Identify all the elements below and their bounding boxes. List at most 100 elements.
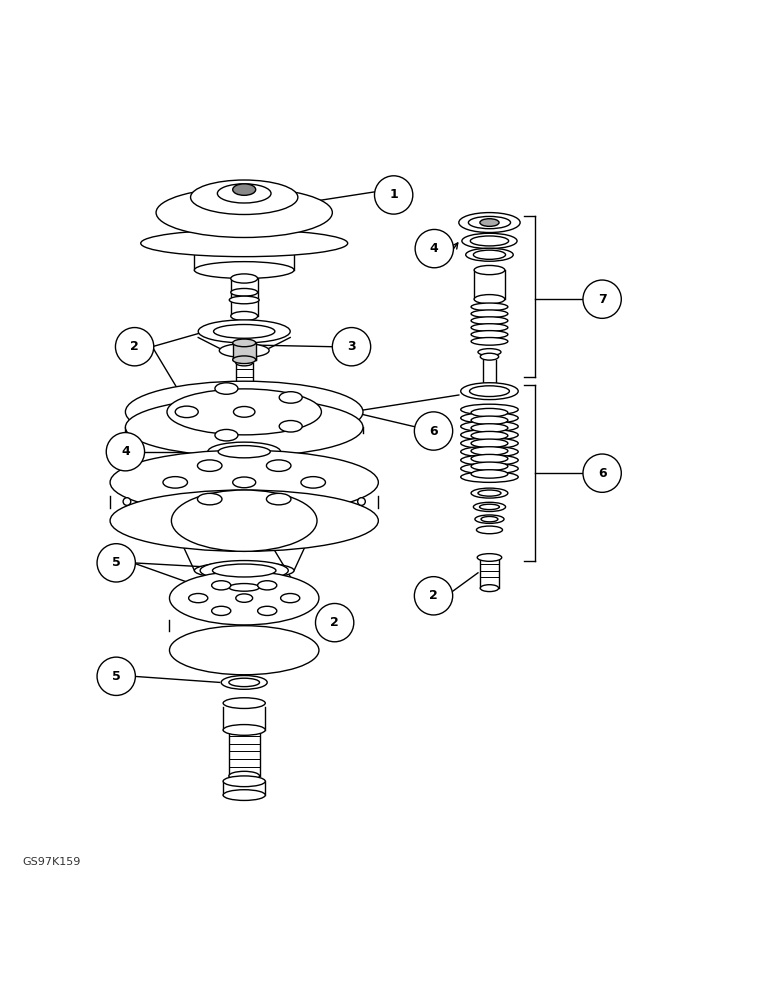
Ellipse shape bbox=[461, 421, 518, 432]
Ellipse shape bbox=[266, 493, 291, 505]
Ellipse shape bbox=[481, 516, 498, 522]
Ellipse shape bbox=[471, 470, 508, 478]
Ellipse shape bbox=[167, 389, 321, 435]
Ellipse shape bbox=[478, 349, 501, 356]
Ellipse shape bbox=[219, 344, 269, 357]
Ellipse shape bbox=[301, 477, 326, 488]
Ellipse shape bbox=[232, 339, 256, 347]
Ellipse shape bbox=[125, 398, 363, 456]
Circle shape bbox=[116, 328, 154, 366]
Ellipse shape bbox=[222, 676, 267, 689]
Ellipse shape bbox=[212, 564, 276, 577]
Ellipse shape bbox=[200, 561, 288, 580]
Ellipse shape bbox=[215, 429, 238, 441]
Ellipse shape bbox=[466, 248, 513, 261]
Ellipse shape bbox=[232, 356, 256, 364]
Ellipse shape bbox=[357, 498, 365, 505]
Ellipse shape bbox=[475, 515, 504, 523]
Ellipse shape bbox=[231, 288, 258, 296]
Ellipse shape bbox=[170, 571, 319, 625]
Ellipse shape bbox=[474, 265, 505, 275]
Circle shape bbox=[583, 280, 621, 318]
Ellipse shape bbox=[480, 353, 499, 360]
Ellipse shape bbox=[223, 776, 266, 787]
Ellipse shape bbox=[478, 490, 501, 496]
Text: 6: 6 bbox=[598, 467, 607, 480]
Ellipse shape bbox=[229, 678, 259, 687]
Ellipse shape bbox=[461, 438, 518, 449]
Ellipse shape bbox=[229, 296, 259, 304]
Ellipse shape bbox=[461, 404, 518, 415]
Ellipse shape bbox=[123, 498, 130, 505]
Ellipse shape bbox=[212, 606, 231, 615]
Ellipse shape bbox=[223, 698, 266, 708]
Ellipse shape bbox=[471, 488, 508, 498]
Ellipse shape bbox=[469, 386, 510, 397]
Text: 2: 2 bbox=[130, 340, 139, 353]
Text: 5: 5 bbox=[112, 556, 120, 569]
Text: 7: 7 bbox=[598, 293, 607, 306]
Ellipse shape bbox=[471, 338, 508, 345]
Ellipse shape bbox=[461, 463, 518, 474]
Ellipse shape bbox=[471, 310, 508, 318]
Ellipse shape bbox=[170, 626, 319, 675]
Ellipse shape bbox=[473, 502, 506, 511]
Circle shape bbox=[415, 412, 452, 450]
Ellipse shape bbox=[231, 311, 258, 321]
Ellipse shape bbox=[191, 180, 298, 214]
Ellipse shape bbox=[198, 320, 290, 343]
Ellipse shape bbox=[477, 554, 502, 561]
Ellipse shape bbox=[471, 462, 508, 470]
Ellipse shape bbox=[198, 493, 222, 505]
Ellipse shape bbox=[461, 472, 518, 482]
Ellipse shape bbox=[462, 233, 517, 249]
Ellipse shape bbox=[471, 431, 508, 440]
Ellipse shape bbox=[232, 477, 256, 488]
Text: 1: 1 bbox=[389, 188, 398, 201]
Ellipse shape bbox=[212, 581, 231, 590]
Ellipse shape bbox=[223, 725, 266, 735]
Ellipse shape bbox=[110, 450, 378, 515]
Ellipse shape bbox=[195, 562, 294, 579]
Circle shape bbox=[107, 433, 144, 471]
Circle shape bbox=[316, 603, 354, 642]
Ellipse shape bbox=[471, 331, 508, 338]
Ellipse shape bbox=[208, 442, 280, 461]
Ellipse shape bbox=[125, 381, 363, 443]
Ellipse shape bbox=[215, 383, 238, 394]
Ellipse shape bbox=[469, 216, 510, 229]
Ellipse shape bbox=[471, 447, 508, 455]
Text: 4: 4 bbox=[121, 445, 130, 458]
Ellipse shape bbox=[171, 490, 317, 551]
Ellipse shape bbox=[110, 490, 378, 551]
Ellipse shape bbox=[188, 594, 208, 603]
Circle shape bbox=[97, 657, 135, 695]
Ellipse shape bbox=[218, 446, 270, 458]
Ellipse shape bbox=[232, 184, 256, 195]
Circle shape bbox=[97, 544, 135, 582]
Ellipse shape bbox=[459, 213, 520, 233]
Ellipse shape bbox=[235, 413, 252, 420]
Text: 2: 2 bbox=[429, 589, 438, 602]
Ellipse shape bbox=[461, 429, 518, 440]
Ellipse shape bbox=[479, 504, 499, 510]
Text: 2: 2 bbox=[330, 616, 339, 629]
Ellipse shape bbox=[229, 771, 259, 781]
Ellipse shape bbox=[471, 317, 508, 324]
Circle shape bbox=[415, 577, 452, 615]
Ellipse shape bbox=[229, 584, 259, 591]
Text: 6: 6 bbox=[429, 425, 438, 438]
Ellipse shape bbox=[156, 188, 333, 237]
Ellipse shape bbox=[235, 360, 252, 366]
Ellipse shape bbox=[461, 413, 518, 423]
Ellipse shape bbox=[480, 219, 499, 226]
Ellipse shape bbox=[471, 424, 508, 432]
Ellipse shape bbox=[195, 262, 294, 278]
Ellipse shape bbox=[279, 421, 302, 432]
Ellipse shape bbox=[476, 526, 503, 534]
Ellipse shape bbox=[470, 236, 509, 246]
Ellipse shape bbox=[198, 460, 222, 471]
Ellipse shape bbox=[471, 303, 508, 311]
Ellipse shape bbox=[471, 454, 508, 463]
Ellipse shape bbox=[235, 594, 252, 602]
